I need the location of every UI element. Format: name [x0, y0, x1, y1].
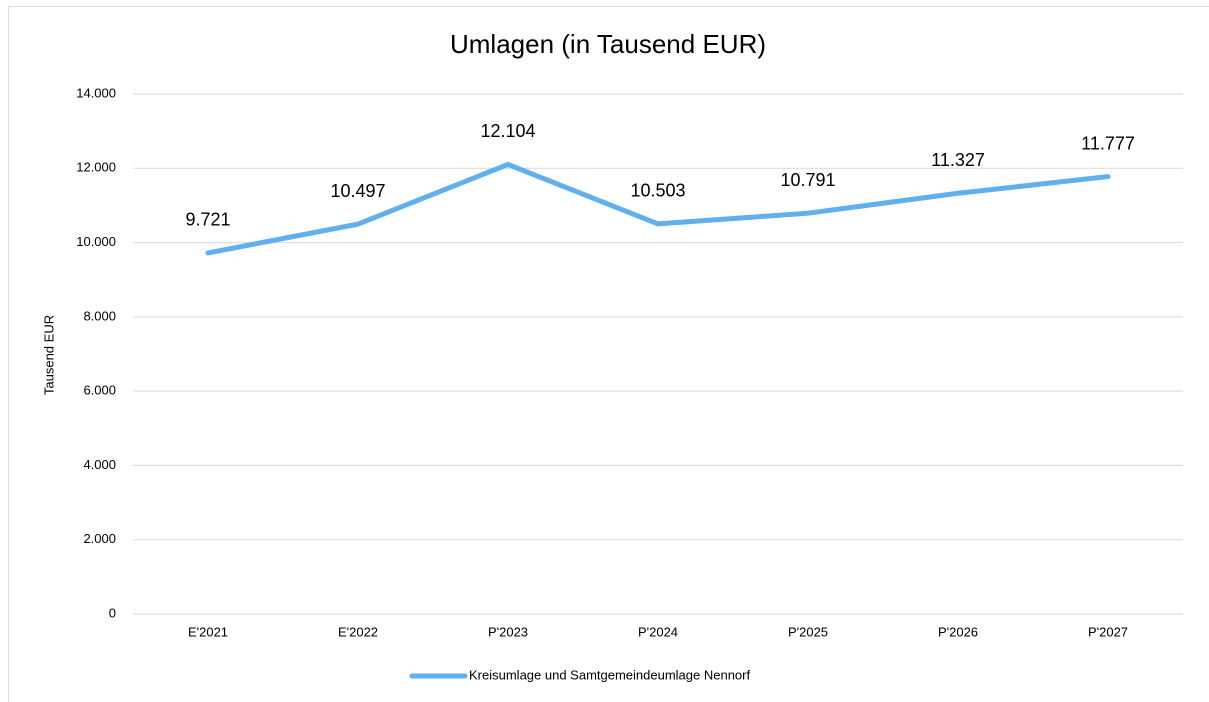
y-axis-label: Tausend EUR — [41, 315, 56, 395]
x-tick-label: P'2024 — [638, 624, 678, 639]
data-label: 11.777 — [1081, 133, 1135, 153]
y-tick-label: 12.000 — [76, 160, 116, 175]
x-tick-label: P'2026 — [938, 624, 978, 639]
x-tick-label: P'2023 — [488, 624, 528, 639]
chart-title: Umlagen (in Tausend EUR) — [450, 29, 766, 59]
y-tick-label: 6.000 — [83, 383, 116, 398]
chart-border — [8, 6, 1209, 702]
data-label: 10.497 — [330, 181, 385, 201]
y-tick-label: 2.000 — [83, 531, 116, 546]
y-tick-label: 10.000 — [76, 234, 116, 249]
data-label: 10.791 — [780, 170, 835, 190]
y-tick-label: 14.000 — [76, 85, 116, 100]
data-label: 11.327 — [931, 150, 985, 170]
data-label: 12.104 — [480, 121, 535, 141]
y-tick-label: 4.000 — [83, 457, 116, 472]
data-label: 9.721 — [185, 210, 230, 230]
data-label: 10.503 — [630, 181, 685, 201]
x-tick-label: P'2027 — [1088, 624, 1128, 639]
x-tick-label: P'2025 — [788, 624, 828, 639]
y-tick-label: 8.000 — [83, 308, 116, 323]
legend-label: Kreisumlage und Samtgemeindeumlage Nenno… — [469, 667, 750, 682]
y-tick-label: 0 — [109, 605, 116, 620]
series-line — [205, 161, 1111, 256]
x-tick-label: E'2021 — [188, 624, 228, 639]
x-tick-label: E'2022 — [338, 624, 378, 639]
